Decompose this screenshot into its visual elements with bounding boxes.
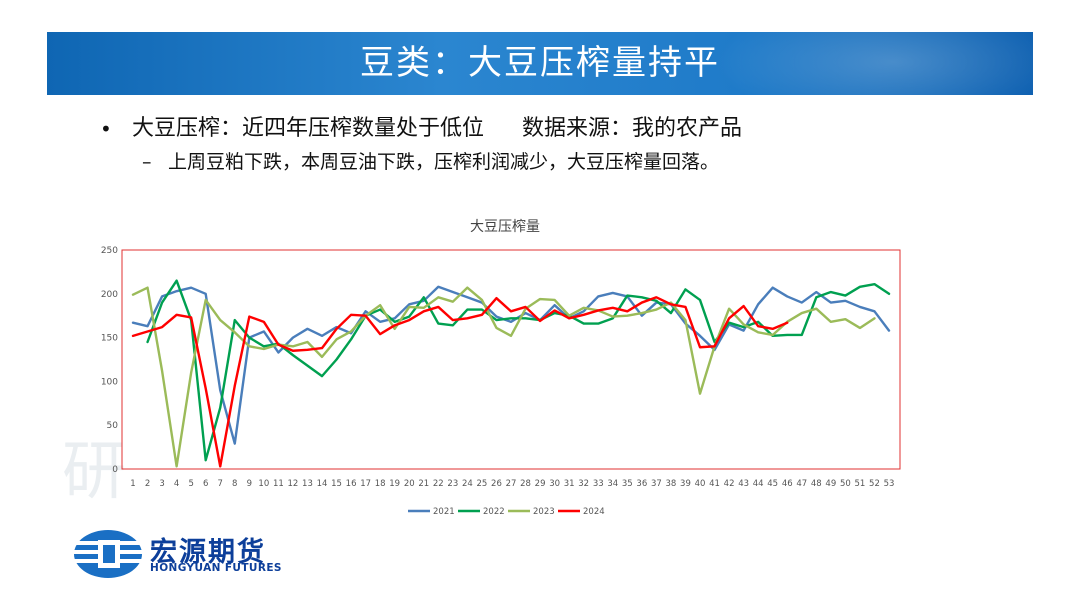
chart-legend: 2021 2022 2023 2024 (408, 507, 605, 517)
y-tick-label: 250 (101, 246, 118, 256)
x-tick-label: 37 (651, 479, 662, 489)
company-logo: 宏源期货 HONGYUAN FUTURES (72, 526, 332, 582)
y-tick-label: 200 (101, 290, 118, 300)
x-tick-label: 51 (855, 479, 866, 489)
series-line-2021 (131, 285, 891, 445)
y-tick-label: 150 (101, 334, 118, 344)
sub-bullet-dash: – (142, 151, 152, 173)
x-tick-label: 52 (869, 479, 880, 489)
x-tick-label: 15 (331, 479, 342, 489)
x-tick-label: 38 (666, 479, 677, 489)
series-line-2023 (131, 286, 876, 468)
chart-title: 大豆压榨量 (470, 218, 540, 235)
x-tick-label: 24 (462, 479, 473, 489)
legend-label-2023: 2023 (533, 507, 555, 517)
legend-label-2024: 2024 (583, 507, 605, 517)
x-tick-label: 40 (695, 479, 706, 489)
x-tick-label: 10 (258, 479, 269, 489)
x-tick-label: 27 (506, 479, 517, 489)
x-tick-label: 23 (447, 479, 458, 489)
x-tick-label: 5 (188, 479, 193, 489)
x-tick-label: 41 (709, 479, 720, 489)
legend-label-2022: 2022 (483, 507, 505, 517)
x-tick-label: 20 (404, 479, 415, 489)
x-tick-label: 39 (680, 479, 691, 489)
x-tick-label: 48 (811, 479, 822, 489)
x-tick-label: 31 (564, 479, 575, 489)
legend-label-2021: 2021 (433, 507, 455, 517)
x-tick-label: 11 (273, 479, 284, 489)
logo-name-cn: 宏源期货 (150, 537, 266, 568)
x-tick-label: 12 (288, 479, 299, 489)
x-tick-label: 19 (389, 479, 400, 489)
x-tick-label: 21 (418, 479, 429, 489)
series-line-2022 (146, 279, 891, 462)
x-tick-label: 43 (738, 479, 749, 489)
bullet-1-text: 大豆压榨：近四年压榨数量处于低位 (132, 116, 485, 141)
x-tick-label: 36 (636, 479, 647, 489)
y-tick-label: 100 (101, 377, 118, 387)
x-tick-label: 45 (767, 479, 778, 489)
bullet-dot: • (100, 117, 112, 141)
x-tick-label: 2 (145, 479, 150, 489)
bullet-2-text: 上周豆粕下跌，本周豆油下跌，压榨利润减少，大豆压榨量回落。 (168, 151, 720, 173)
x-tick-label: 49 (825, 479, 836, 489)
x-tick-label: 47 (796, 479, 807, 489)
series-lines (131, 279, 891, 468)
bullet-item-1: • 大豆压榨：近四年压榨数量处于低位 数据来源：我的农产品 (100, 112, 1000, 146)
x-tick-label: 16 (346, 479, 357, 489)
x-tick-label: 1 (130, 479, 135, 489)
data-source-text: 数据来源：我的农产品 (522, 116, 743, 141)
x-tick-label: 26 (491, 479, 502, 489)
x-tick-label: 44 (753, 479, 764, 489)
x-tick-label: 32 (578, 479, 589, 489)
x-tick-label: 53 (884, 479, 895, 489)
bullet-list: • 大豆压榨：近四年压榨数量处于低位 数据来源：我的农产品 – 上周豆粕下跌，本… (100, 112, 1000, 178)
x-tick-label: 9 (247, 479, 252, 489)
x-tick-label: 13 (302, 479, 313, 489)
x-tick-label: 29 (535, 479, 546, 489)
x-tick-label: 18 (375, 479, 386, 489)
banner-sheen (713, 32, 1033, 95)
x-tick-label: 28 (520, 479, 531, 489)
x-tick-label: 3 (159, 479, 164, 489)
slide-title: 豆类：大豆压榨量持平 (360, 43, 720, 83)
x-tick-label: 42 (724, 479, 735, 489)
plot-area-border (121, 249, 901, 470)
x-tick-label: 50 (840, 479, 851, 489)
x-tick-label: 6 (203, 479, 208, 489)
x-tick-label: 22 (433, 479, 444, 489)
x-tick-label: 46 (782, 479, 793, 489)
title-banner: 豆类：大豆压榨量持平 (47, 32, 1033, 95)
x-tick-label: 14 (317, 479, 328, 489)
x-axis: 1 2 3 4 5 6 7 8 9 10 11 12 13 14 15 16 17 18 19 20 21 22 23 24 2… (130, 479, 894, 489)
x-tick-label: 8 (232, 479, 237, 489)
x-tick-label: 34 (607, 479, 618, 489)
x-tick-label: 30 (549, 479, 560, 489)
x-tick-label: 35 (622, 479, 633, 489)
logo-name-en: HONGYUAN FUTURES (150, 562, 282, 574)
y-tick-label: 50 (107, 421, 119, 431)
y-axis: 0 50 100 150 200 250 (101, 246, 118, 475)
bullet-item-2: – 上周豆粕下跌，本周豆油下跌，压榨利润减少，大豆压榨量回落。 (142, 146, 1000, 178)
series-line-2024 (131, 296, 789, 468)
x-tick-label: 33 (593, 479, 604, 489)
x-tick-label: 25 (477, 479, 488, 489)
x-tick-label: 17 (360, 479, 371, 489)
logo-emblem-icon (72, 530, 144, 578)
x-tick-label: 7 (218, 479, 223, 489)
y-tick-label: 0 (112, 465, 118, 475)
x-tick-label: 4 (174, 479, 179, 489)
